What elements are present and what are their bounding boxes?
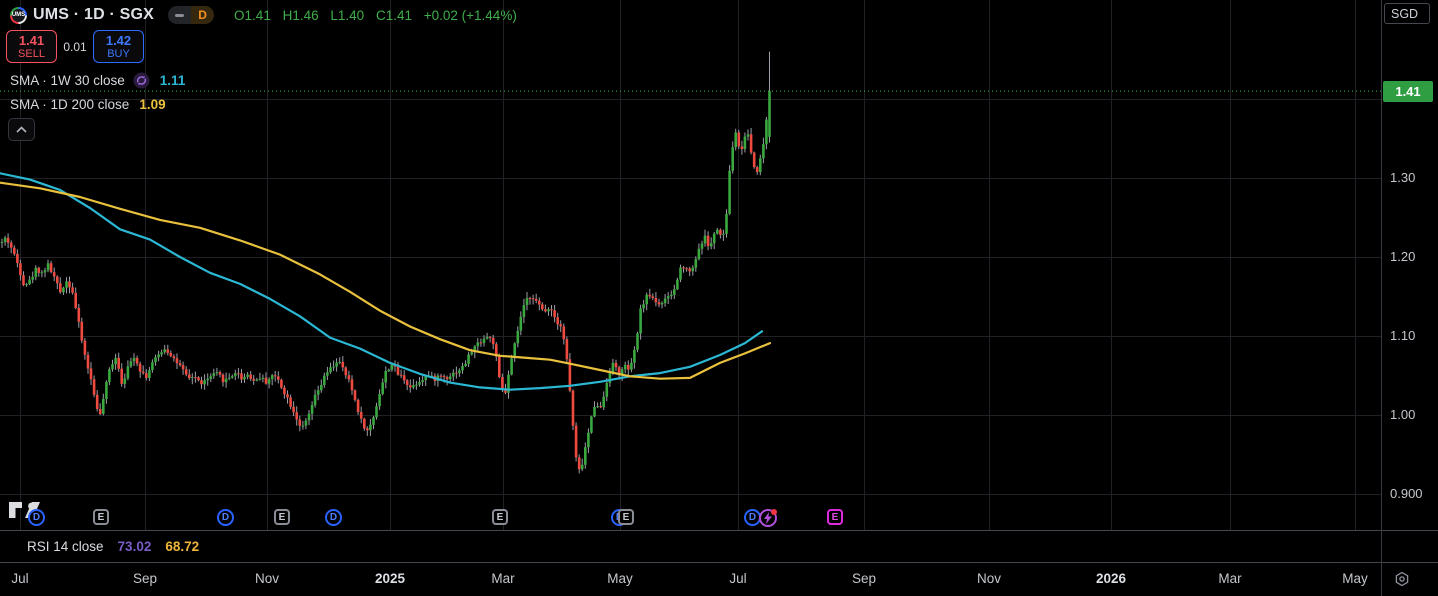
rsi-value-1: 73.02	[117, 538, 152, 554]
sma30-value: 1.11	[159, 73, 186, 88]
time-axis-label: Nov	[976, 571, 1002, 586]
ohlc-readout: O1.41 H1.46 L1.40 C1.41 +0.02 (+1.44%)	[234, 8, 525, 23]
timeframe-label: D	[191, 6, 215, 24]
dividend-marker-icon[interactable]: D	[28, 509, 45, 526]
sma200-value: 1.09	[139, 97, 166, 112]
symbol-title[interactable]: UMS · 1D · SGX	[33, 6, 155, 23]
time-axis-label: Sep	[132, 571, 158, 586]
time-axis-label: Jul	[11, 571, 29, 586]
dividend-marker-icon[interactable]: D	[325, 509, 342, 526]
time-axis-label: 2026	[1095, 571, 1127, 586]
time-axis-label: Mar	[491, 571, 515, 586]
last-price-badge: 1.41	[1383, 80, 1433, 102]
buy-price: 1.42	[105, 32, 132, 48]
indicator-row-sma30[interactable]: SMA · 1W 30 close 1.11	[10, 72, 185, 89]
flash-marker-icon[interactable]	[759, 509, 777, 527]
dash-icon	[168, 6, 192, 24]
ohlc-open: O1.41	[234, 7, 271, 23]
buy-label: BUY	[107, 47, 130, 60]
symbol-logo: UMS	[10, 6, 27, 24]
price-scale[interactable]: SGD 1.41 1.30 1.20 1.10 1.00 0.900	[1382, 0, 1438, 596]
timeframe-toggle[interactable]: D	[168, 6, 215, 24]
sma30-label: SMA · 1W 30 close	[10, 73, 125, 88]
indicator-row-sma200[interactable]: SMA · 1D 200 close 1.09	[10, 96, 166, 113]
time-axis-label: Jul	[729, 571, 747, 586]
time-axis-label: May	[607, 571, 633, 586]
ohlc-low: L1.40	[330, 7, 365, 23]
ohlc-close: C1.41	[375, 7, 412, 23]
axis-settings-gear-icon[interactable]	[1394, 571, 1410, 587]
earnings-upcoming-marker-icon[interactable]: E	[827, 509, 843, 525]
rsi-label: RSI 14 close	[27, 538, 104, 554]
rsi-value-2: 68.72	[165, 538, 200, 554]
price-axis-label: 0.900	[1390, 486, 1423, 501]
sell-label: SELL	[18, 47, 45, 60]
sell-button[interactable]: 1.41 SELL	[6, 30, 57, 63]
time-axis-label: Sep	[851, 571, 877, 586]
earnings-marker-icon[interactable]: E	[274, 509, 290, 525]
time-axis-label: 2025	[374, 571, 406, 586]
price-axis-label: 1.30	[1390, 170, 1416, 185]
collapse-legend-button[interactable]	[8, 118, 35, 141]
rsi-pane-legend[interactable]: RSI 14 close 73.02 68.72	[27, 531, 199, 561]
sell-price: 1.41	[18, 32, 45, 48]
trade-buttons: 1.41 SELL 0.01 1.42 BUY	[6, 30, 144, 63]
buy-button[interactable]: 1.42 BUY	[93, 30, 144, 63]
spread-value: 0.01	[63, 39, 87, 54]
sync-timeframe-icon[interactable]	[133, 72, 150, 89]
chart-legend: UMS UMS · 1D · SGX D O1.41 H1.46 L1.40 C…	[10, 4, 525, 26]
price-scale-border	[1381, 0, 1382, 596]
earnings-marker-icon[interactable]: E	[618, 509, 634, 525]
pane-separator-bottom[interactable]	[0, 562, 1438, 563]
currency-button[interactable]: SGD	[1384, 3, 1430, 24]
dividend-marker-icon[interactable]: D	[217, 509, 234, 526]
earnings-marker-icon[interactable]: E	[492, 509, 508, 525]
price-axis-label: 1.10	[1390, 328, 1416, 343]
price-axis-label: 1.20	[1390, 249, 1416, 264]
symbol-logo-text: UMS	[12, 8, 25, 22]
time-axis-label: Mar	[1218, 571, 1242, 586]
time-axis[interactable]: Jul Sep Nov 2025 Mar May Jul Sep Nov 2026 Mar May	[0, 563, 1381, 596]
time-axis-label: Nov	[254, 571, 280, 586]
pane-separator-top[interactable]	[0, 530, 1438, 531]
ohlc-change: +0.02 (+1.44%)	[423, 7, 517, 23]
ohlc-high: H1.46	[282, 7, 319, 23]
sma200-label: SMA · 1D 200 close	[10, 97, 130, 112]
time-axis-label: May	[1342, 571, 1368, 586]
earnings-marker-icon[interactable]: E	[93, 509, 109, 525]
price-axis-label: 1.00	[1390, 407, 1416, 422]
